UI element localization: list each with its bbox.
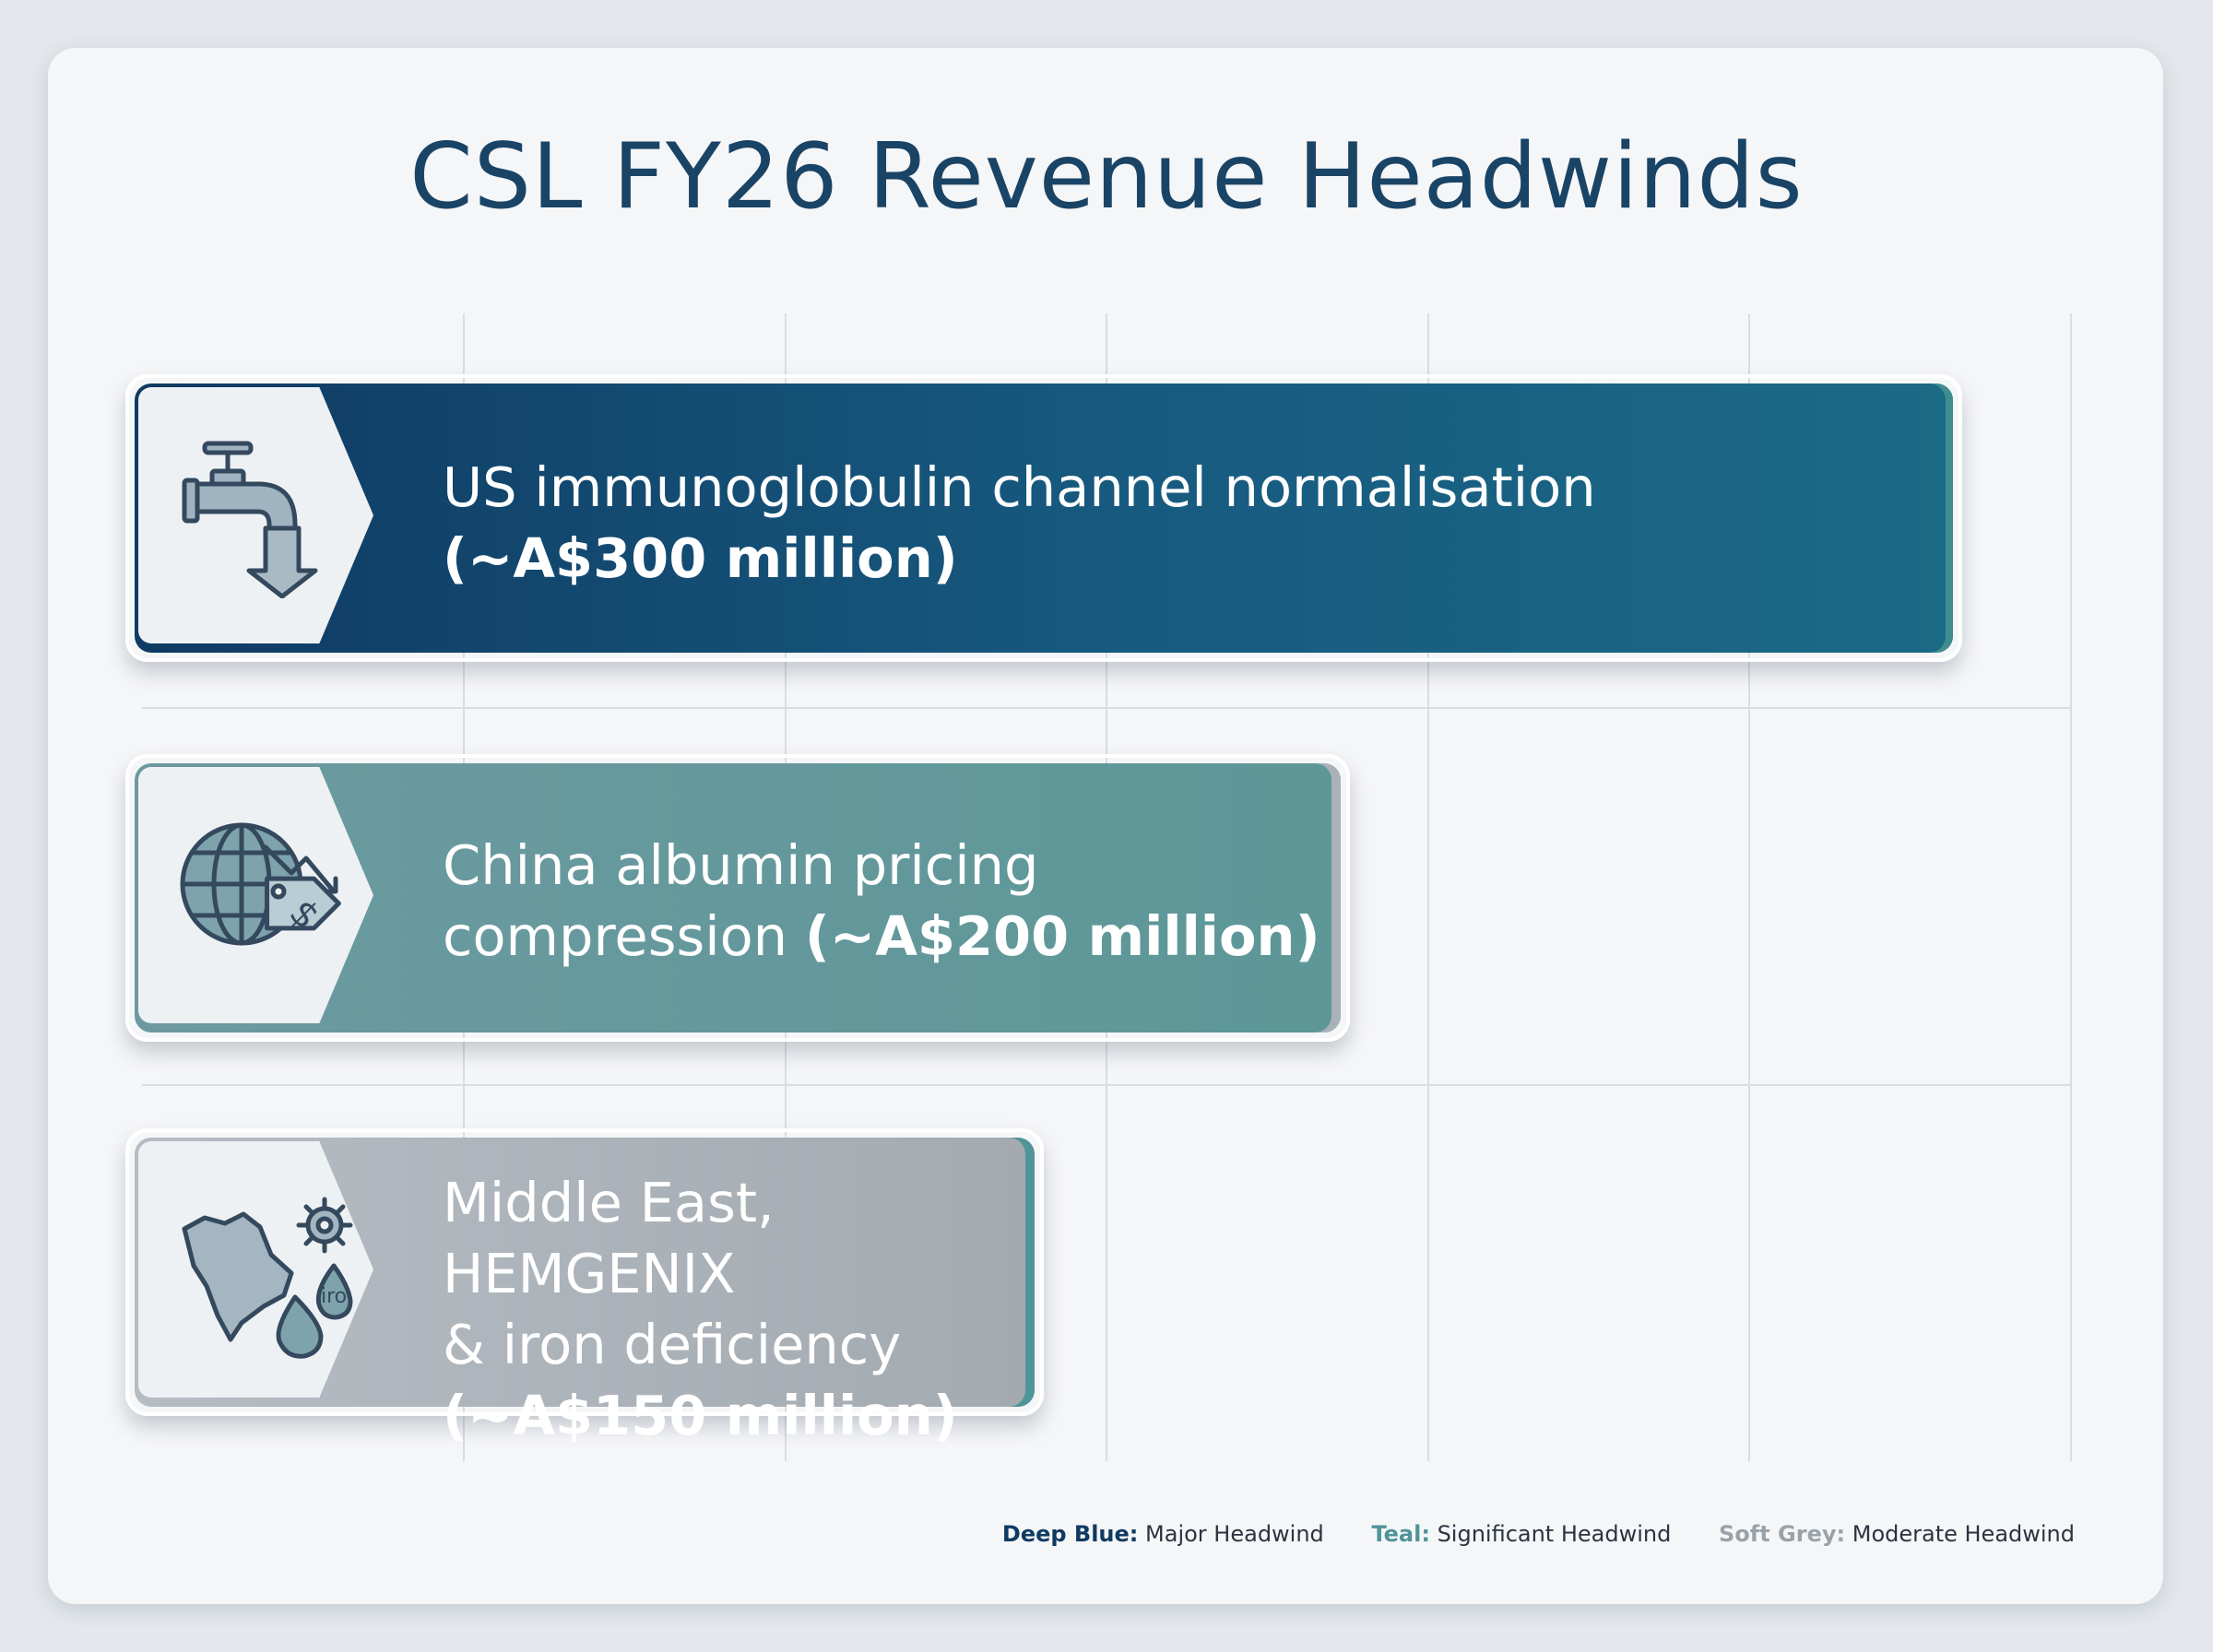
- legend-key: Soft Grey:: [1718, 1521, 1846, 1547]
- icon-tile: $: [138, 767, 373, 1023]
- legend-label: Moderate Headwind: [1852, 1521, 2075, 1547]
- legend-item-major: Deep Blue: Major Headwind: [1002, 1521, 1324, 1547]
- legend-label: Significant Headwind: [1437, 1521, 1672, 1547]
- legend-item-significant: Teal: Significant Headwind: [1371, 1521, 1671, 1547]
- bar-label-line-2: & iron deficiency: [443, 1313, 902, 1376]
- legend-key: Teal:: [1371, 1521, 1430, 1547]
- icon-tile: iro: [138, 1141, 373, 1398]
- chart-title: CSL FY26 Revenue Headwinds: [409, 124, 1804, 230]
- map-gear-drop-icon: iro: [182, 1197, 353, 1359]
- bar-label: China albumin pricing compression (~A$20…: [443, 830, 1320, 972]
- bar-value-label: (~A$200 million): [804, 904, 1320, 968]
- bar-label-line-2: compression (~A$200 million): [443, 901, 1320, 972]
- legend-key: Deep Blue:: [1001, 1521, 1139, 1547]
- icon-tile: [138, 387, 373, 643]
- bar-label-text: compression: [443, 904, 805, 968]
- faucet-down-arrow-icon: [182, 441, 318, 598]
- bar-fill: [135, 384, 1953, 653]
- bar-label-line: US immunoglobulin channel normalisation: [443, 455, 1596, 519]
- legend-label: Major Headwind: [1145, 1521, 1324, 1547]
- bar-value-label: (~A$150 million): [443, 1384, 958, 1447]
- bar-china-albumin: $ China albumin pricing compression (~A$…: [125, 754, 1350, 1042]
- bar-middle-east-hemgenix-iron: iro Middle East, HEMGENIX & iron deficie…: [125, 1128, 1044, 1447]
- chart-legend: Deep Blue: Major Headwind Teal: Signific…: [962, 1521, 2075, 1547]
- globe-price-tag-icon: $: [180, 822, 341, 946]
- bar-label-line: China albumin pricing: [443, 833, 1039, 897]
- bar-label: Middle East, HEMGENIX & iron deficiency …: [443, 1167, 1040, 1451]
- legend-item-moderate: Soft Grey: Moderate Headwind: [1719, 1521, 2075, 1547]
- bar-label: US immunoglobulin channel normalisation …: [443, 452, 1596, 594]
- bar-value-label: (~A$300 million): [443, 526, 958, 590]
- bar-us-immunoglobulin: US immunoglobulin channel normalisation …: [125, 374, 1962, 662]
- bar-label-line: Middle East, HEMGENIX: [443, 1171, 775, 1305]
- iron-symbol-label: iro: [321, 1285, 347, 1308]
